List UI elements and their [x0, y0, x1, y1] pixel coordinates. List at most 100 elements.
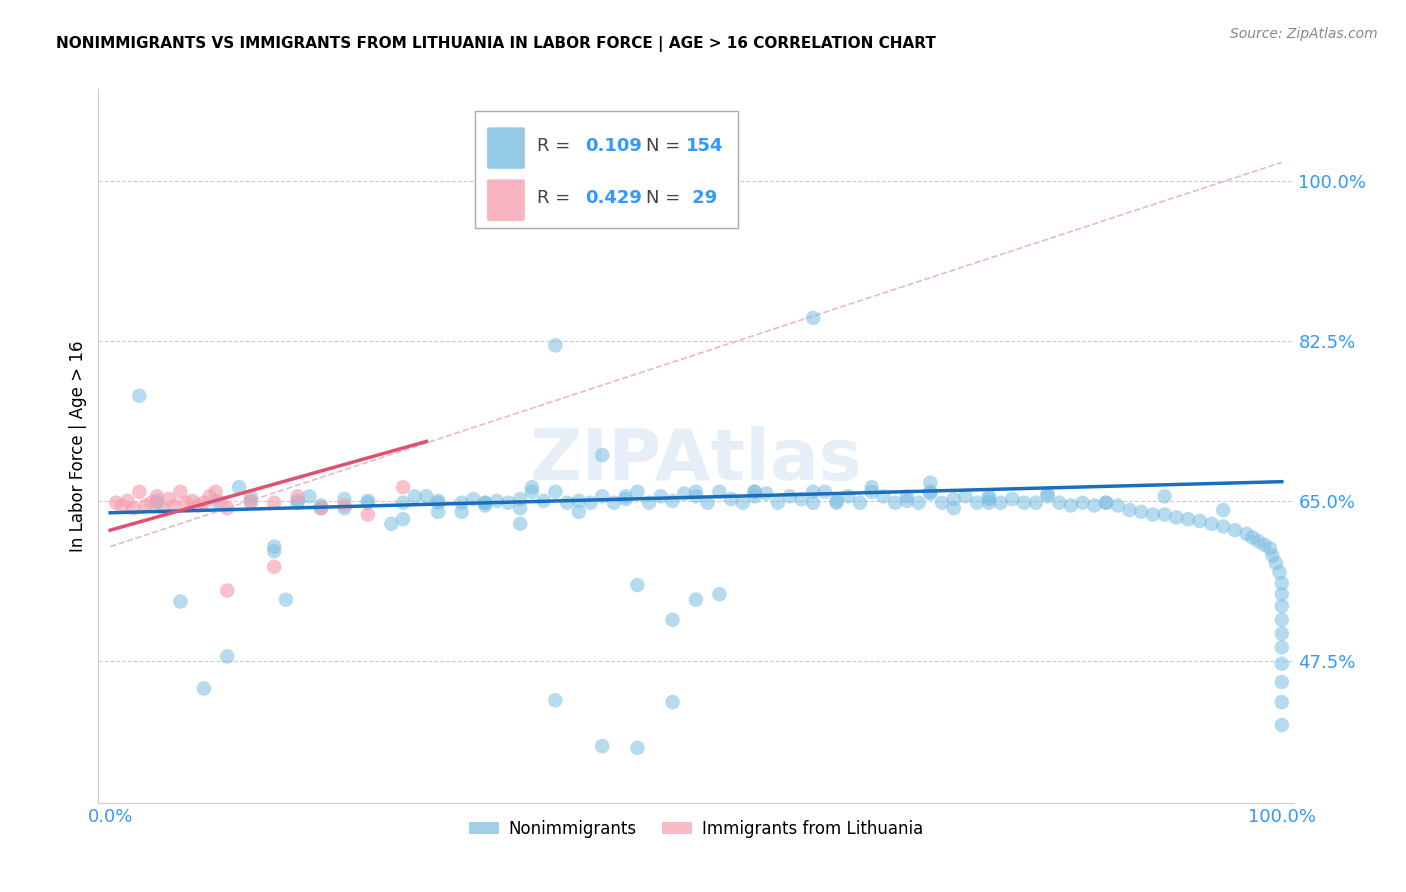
Point [117, 494, 139, 508]
Point [884, 496, 907, 510]
Point [309, 501, 332, 516]
Point [1130, 505, 1153, 519]
Text: N =: N = [645, 189, 681, 207]
Point [333, 499, 356, 513]
Point [474, 499, 496, 513]
Point [174, 496, 197, 510]
Point [520, 480, 543, 494]
Point [1188, 514, 1211, 528]
Point [977, 491, 1000, 506]
Point [801, 310, 824, 325]
Text: NONIMMIGRANTS VS IMMIGRANTS FROM LITHUANIA IN LABOR FORCE | AGE > 16 CORRELATION: NONIMMIGRANTS VS IMMIGRANTS FROM LITHUAN… [56, 36, 936, 52]
Point [141, 496, 163, 510]
Point [673, 486, 696, 500]
Point [1036, 486, 1059, 500]
Point [105, 496, 128, 510]
Point [498, 496, 520, 510]
Point [198, 489, 221, 503]
Point [544, 338, 567, 352]
Point [720, 491, 742, 506]
Point [907, 496, 929, 510]
Point [1153, 508, 1175, 522]
Point [860, 484, 883, 499]
Point [193, 681, 215, 696]
Text: Source: ZipAtlas.com: Source: ZipAtlas.com [1230, 27, 1378, 41]
Point [427, 494, 450, 508]
Point [1142, 508, 1164, 522]
Point [860, 480, 883, 494]
Point [152, 501, 174, 516]
Point [217, 501, 239, 516]
Point [533, 494, 555, 508]
Point [1247, 534, 1270, 549]
Point [614, 491, 637, 506]
Point [169, 484, 191, 499]
Point [1271, 613, 1294, 627]
Point [1060, 499, 1083, 513]
Point [744, 489, 766, 503]
Point [955, 489, 977, 503]
Point [1201, 516, 1223, 531]
Point [146, 494, 169, 508]
Point [1271, 695, 1294, 709]
Point [204, 484, 226, 499]
Point [474, 496, 496, 510]
Text: 0.109: 0.109 [585, 137, 641, 155]
Point [814, 484, 837, 499]
Point [392, 496, 415, 510]
Text: R =: R = [537, 137, 571, 155]
Point [287, 489, 309, 503]
Point [1001, 491, 1024, 506]
Point [134, 499, 156, 513]
Point [685, 484, 707, 499]
Point [920, 484, 942, 499]
Point [239, 496, 262, 510]
Point [626, 740, 648, 755]
Point [555, 496, 578, 510]
Point [404, 489, 426, 503]
Point [157, 491, 180, 506]
Point [1265, 556, 1288, 570]
Point [1107, 499, 1129, 513]
Point [650, 489, 672, 503]
Point [1071, 496, 1094, 510]
Point [509, 501, 531, 516]
Point [920, 486, 942, 500]
Point [544, 693, 567, 707]
Text: 154: 154 [686, 137, 724, 155]
Point [1271, 640, 1294, 655]
Point [568, 505, 591, 519]
Point [1271, 675, 1294, 690]
Point [333, 491, 356, 506]
Point [1047, 496, 1070, 510]
Point [544, 484, 567, 499]
Point [1095, 496, 1118, 510]
Point [298, 489, 321, 503]
Point [685, 592, 707, 607]
Point [193, 496, 215, 510]
Point [228, 480, 250, 494]
Point [357, 508, 380, 522]
Point [1261, 549, 1284, 563]
Point [661, 494, 683, 508]
Point [333, 501, 356, 516]
Point [181, 494, 204, 508]
Point [638, 496, 661, 510]
Point [187, 499, 209, 513]
Point [263, 544, 285, 558]
Point [744, 484, 766, 499]
Point [614, 489, 637, 503]
Point [509, 491, 531, 506]
Point [239, 489, 262, 503]
Point [1153, 489, 1175, 503]
Point [380, 516, 402, 531]
Point [825, 496, 848, 510]
Point [731, 496, 754, 510]
Point [392, 480, 415, 494]
Point [1271, 657, 1294, 671]
Point [1271, 587, 1294, 601]
Point [163, 499, 186, 513]
Y-axis label: In Labor Force | Age > 16: In Labor Force | Age > 16 [69, 340, 87, 552]
Point [591, 739, 613, 753]
Point [1241, 531, 1264, 545]
